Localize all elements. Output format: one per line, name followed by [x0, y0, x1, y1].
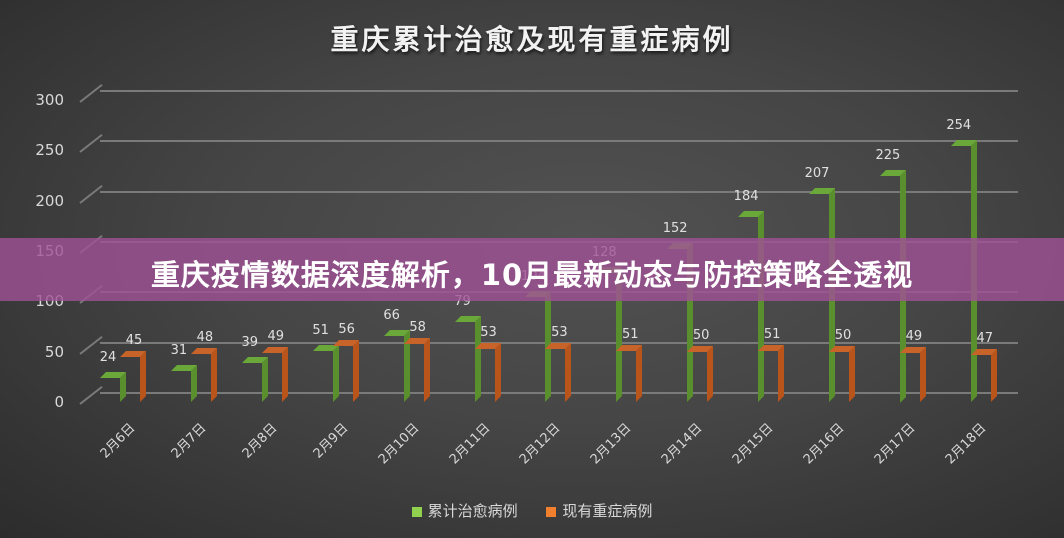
bar-severe: [687, 345, 714, 402]
bar-severe: [332, 339, 359, 402]
data-label: 56: [338, 321, 355, 337]
x-tick-label: 2月13日: [588, 420, 635, 468]
data-label: 53: [551, 324, 568, 340]
x-tick-label: 2月12日: [517, 420, 564, 468]
bar-cured: [312, 344, 339, 402]
data-label: 48: [196, 329, 214, 345]
bar-cured: [241, 356, 268, 402]
gridline: [100, 140, 1018, 143]
gridline-slant: [79, 184, 103, 204]
x-tick-label: 2月16日: [800, 420, 848, 468]
bar-cured: [100, 371, 126, 402]
data-label: 152: [662, 220, 688, 236]
chart-title: 重庆累计治愈及现有重症病例: [330, 23, 734, 56]
data-label: 45: [125, 332, 143, 348]
gridline: [100, 190, 1018, 193]
data-label: 58: [409, 319, 426, 335]
y-tick-label: 200: [35, 191, 64, 210]
bar-severe: [545, 342, 572, 402]
bar-severe: [758, 344, 785, 402]
chart-legend: 累计治愈病例 现有重症病例: [0, 500, 1064, 521]
y-tick-label: 300: [35, 91, 64, 109]
data-label: 47: [976, 330, 994, 346]
y-tick-label: 50: [44, 342, 64, 361]
data-label: 49: [905, 328, 923, 344]
bar-severe: [261, 346, 288, 402]
bar-severe: [474, 342, 501, 402]
legend-label-severe: 现有重症病例: [562, 502, 653, 520]
legend-swatch-green-icon: [411, 506, 422, 517]
x-tick-label: 2月11日: [446, 420, 493, 468]
data-label: 66: [383, 307, 400, 323]
gridline-slant: [79, 134, 103, 154]
x-tick-label: 2月17日: [871, 420, 919, 468]
x-tick-label: 2月7日: [168, 420, 210, 462]
x-tick-label: 2月18日: [942, 420, 990, 468]
bar-severe: [190, 347, 217, 402]
bar-severe: [899, 346, 926, 402]
data-label: 51: [763, 326, 781, 342]
data-label: 225: [875, 147, 901, 163]
data-label: 39: [241, 334, 259, 350]
data-label: 51: [622, 326, 639, 342]
data-label: 207: [804, 165, 830, 181]
legend-item-cured: 累计治愈病例: [411, 500, 518, 521]
y-tick-label: 0: [54, 393, 64, 411]
x-tick-label: 2月10日: [375, 420, 423, 468]
data-label: 254: [946, 118, 972, 134]
headline-banner-text: 重庆疫情数据深度解析，10月最新动态与防控策略全透视: [150, 258, 914, 292]
x-tick-label: 2月6日: [97, 420, 139, 462]
gridline: [100, 392, 1018, 394]
bar-severe: [616, 344, 643, 402]
legend-swatch-orange-icon: [546, 506, 557, 517]
data-label: 24: [99, 349, 117, 365]
data-label: 50: [834, 327, 852, 343]
bar-severe: [403, 337, 430, 402]
data-label: 51: [312, 322, 329, 338]
data-label: 50: [692, 327, 710, 343]
x-tick-label: 2月9日: [310, 420, 352, 462]
data-label: 31: [170, 342, 188, 358]
gridline: [100, 90, 1018, 92]
legend-label-cured: 累计治愈病例: [427, 502, 518, 520]
x-tick-label: 2月14日: [659, 420, 706, 468]
y-tick-label: 250: [35, 141, 64, 160]
bar-severe: [120, 350, 146, 402]
x-tick-label: 2月8日: [239, 420, 281, 462]
data-label: 53: [480, 324, 497, 340]
data-label: 49: [267, 328, 285, 344]
x-tick-label: 2月15日: [729, 420, 777, 468]
legend-item-severe: 现有重症病例: [546, 500, 652, 521]
bar-cured: [170, 364, 197, 402]
bar-cured: [383, 329, 410, 402]
data-label: 184: [733, 188, 759, 204]
gridline-slant: [79, 83, 103, 103]
bar-cured: [525, 291, 552, 402]
bar-severe: [829, 345, 855, 402]
headline-banner: [0, 238, 1064, 301]
bar-severe: [970, 348, 997, 402]
